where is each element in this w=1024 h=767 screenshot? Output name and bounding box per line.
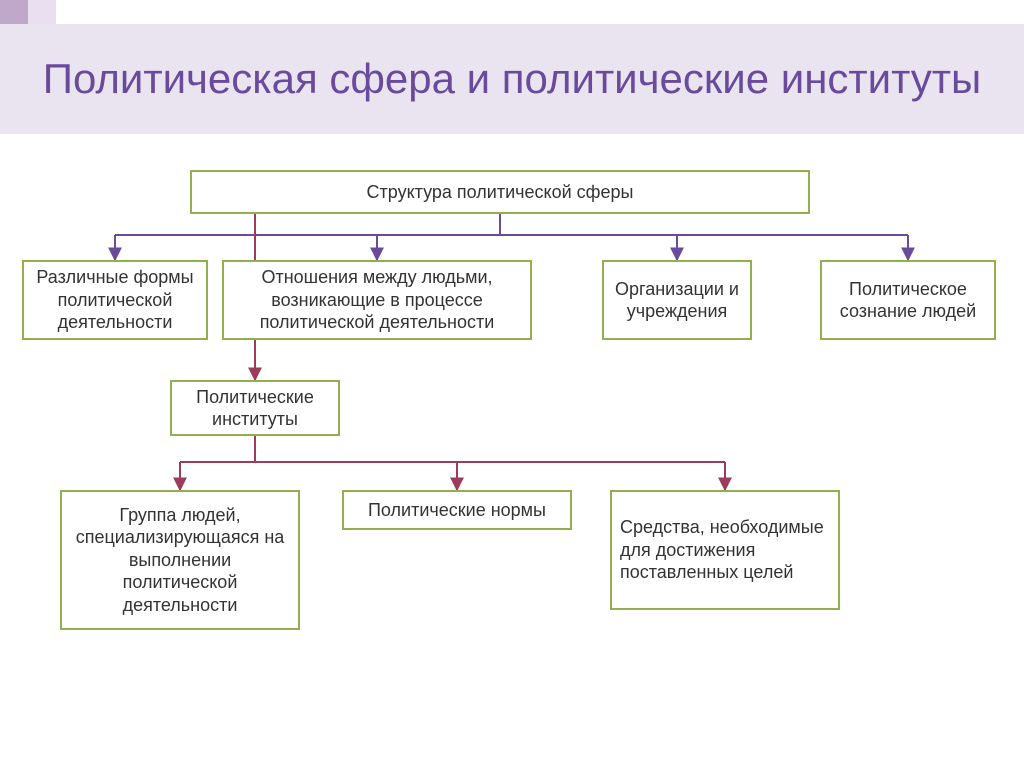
box-level1-orgs: Организации и учреждения	[602, 260, 752, 340]
box-level2-means: Средства, необходимые для достижения пос…	[610, 490, 840, 610]
box-l2b-label: Политические нормы	[368, 499, 546, 522]
box-root: Структура политической сферы	[190, 170, 810, 214]
box-level1-relations: Отношения между людьми, возникающие в пр…	[222, 260, 532, 340]
box-l1c-label: Организации и учреждения	[612, 278, 742, 323]
box-inst-label: Политические институты	[180, 386, 330, 431]
box-root-label: Структура политической сферы	[367, 181, 634, 204]
box-level2-norms: Политические нормы	[342, 490, 572, 530]
box-level1-forms: Различные формы политической деятельност…	[22, 260, 208, 340]
box-level1-conscious: Политическое сознание людей	[820, 260, 996, 340]
box-institutes: Политические институты	[170, 380, 340, 436]
page-title: Политическая сфера и политические инстит…	[43, 55, 981, 103]
box-l1a-label: Различные формы политической деятельност…	[32, 266, 198, 334]
box-l2c-label: Средства, необходимые для достижения пос…	[620, 516, 830, 584]
box-l1b-label: Отношения между людьми, возникающие в пр…	[232, 266, 522, 334]
box-l2a-label: Группа людей, специализирующаяся на выпо…	[70, 504, 290, 617]
title-band: Политическая сфера и политические инстит…	[0, 24, 1024, 134]
box-level2-group: Группа людей, специализирующаяся на выпо…	[60, 490, 300, 630]
box-l1d-label: Политическое сознание людей	[830, 278, 986, 323]
